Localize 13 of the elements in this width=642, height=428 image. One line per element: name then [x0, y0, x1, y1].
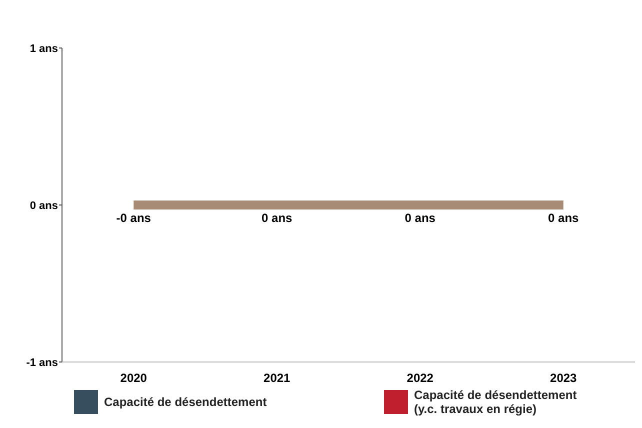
y-tick-label: -1 ans [26, 356, 58, 369]
x-tick-label: 2023 [550, 371, 578, 385]
x-tick-label: 2022 [406, 371, 434, 385]
x-tick-label: 2020 [120, 371, 148, 385]
y-tick-label: 1 ans [30, 42, 58, 55]
data-label: -0 ans [116, 211, 152, 225]
data-label: 0 ans [548, 211, 580, 225]
legend-label: Capacité de désendettement (y.c. travaux en régie) [414, 388, 577, 416]
y-tick-label: 0 ans [30, 200, 58, 212]
data-label: 0 ans [262, 211, 293, 225]
data-label: 0 ans [404, 211, 436, 225]
legend-label: Capacité de désendettement [104, 395, 267, 410]
x-tick-label: 2021 [264, 371, 291, 385]
